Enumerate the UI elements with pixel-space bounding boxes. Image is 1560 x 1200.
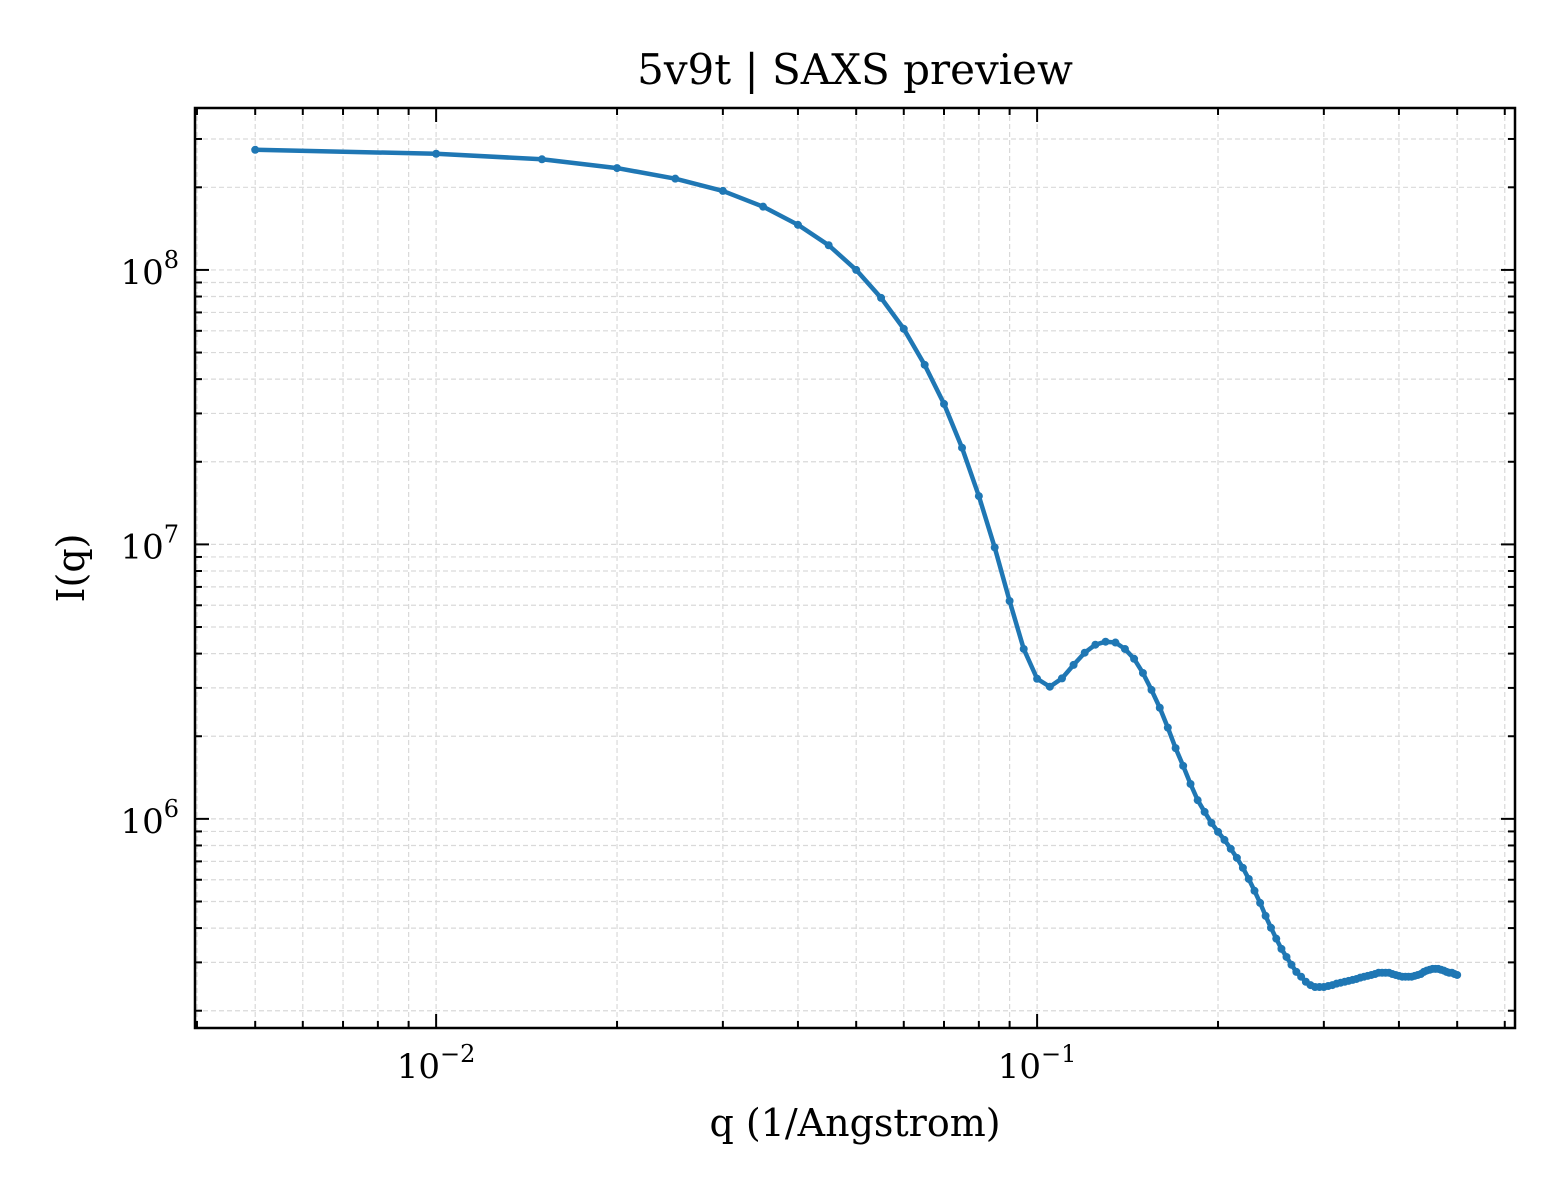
data-point (1179, 761, 1188, 770)
data-point (877, 293, 886, 302)
data-point (1272, 934, 1281, 943)
tick-label-exponent: 6 (164, 795, 179, 823)
data-point (1155, 703, 1164, 712)
data-point (1045, 682, 1054, 691)
data-point (432, 149, 441, 158)
data-point (1080, 648, 1089, 657)
data-point (1244, 874, 1253, 883)
data-point (1207, 818, 1216, 827)
data-point (1287, 960, 1296, 969)
tick-label-exponent: −1 (1041, 1040, 1076, 1068)
tick-label-base: 10 (397, 1047, 440, 1087)
y-axis-label: I(q) (49, 534, 93, 603)
chart-title: 5v9t | SAXS preview (637, 45, 1073, 94)
data-point (1220, 835, 1229, 844)
data-point (1297, 972, 1306, 981)
data-point (1069, 660, 1078, 669)
data-point (1453, 970, 1462, 979)
data-point (1147, 685, 1156, 694)
x-axis-label: q (1/Angstrom) (709, 1101, 1000, 1145)
data-point (1250, 886, 1259, 895)
data-point (1171, 744, 1180, 753)
data-point (1214, 827, 1223, 836)
data-point (1138, 668, 1147, 677)
data-point (1120, 644, 1129, 653)
data-point (1033, 674, 1042, 683)
tick-label: 106 (120, 795, 179, 842)
tick-label-base: 10 (120, 802, 163, 842)
data-point (852, 265, 861, 274)
data-point (251, 145, 260, 154)
data-point (718, 186, 727, 195)
data-point (940, 399, 949, 408)
data-point (958, 443, 967, 452)
tick-label-exponent: 7 (164, 520, 179, 548)
data-point (1266, 923, 1275, 932)
data-point (1193, 796, 1202, 805)
tick-label-exponent: −2 (440, 1040, 475, 1068)
data-point (824, 241, 833, 250)
data-point (1101, 637, 1110, 646)
data-point (1057, 674, 1066, 683)
data-point (1261, 911, 1270, 920)
data-point (990, 543, 999, 552)
data-point (974, 492, 983, 501)
data-point (793, 220, 802, 229)
data-point (899, 324, 908, 333)
data-point (1238, 863, 1247, 872)
data-point (1277, 944, 1286, 953)
data-point (1019, 644, 1028, 653)
data-point (1130, 654, 1139, 663)
data-point (1282, 952, 1291, 961)
tick-label-exponent: 8 (164, 246, 179, 274)
tick-label-base: 10 (998, 1047, 1041, 1087)
data-point (1005, 596, 1014, 605)
data-point (1200, 807, 1209, 816)
data-point (671, 174, 680, 183)
data-point (1163, 723, 1172, 732)
tick-label: 107 (120, 520, 179, 567)
data-point (759, 202, 768, 211)
data-point (1256, 898, 1265, 907)
data-point (1091, 640, 1100, 649)
tick-label-base: 10 (120, 253, 163, 293)
data-point (537, 155, 546, 164)
data-point (920, 360, 929, 369)
tick-label: 108 (120, 246, 179, 293)
data-point (1232, 853, 1241, 862)
data-point (613, 164, 622, 173)
tick-label-base: 10 (120, 527, 163, 567)
data-point (1186, 779, 1195, 788)
data-point (1111, 638, 1120, 647)
data-point (1226, 844, 1235, 853)
tick-label: 10−2 (397, 1040, 476, 1087)
tick-label: 10−1 (998, 1040, 1077, 1087)
plot-frame (193, 106, 1517, 1030)
